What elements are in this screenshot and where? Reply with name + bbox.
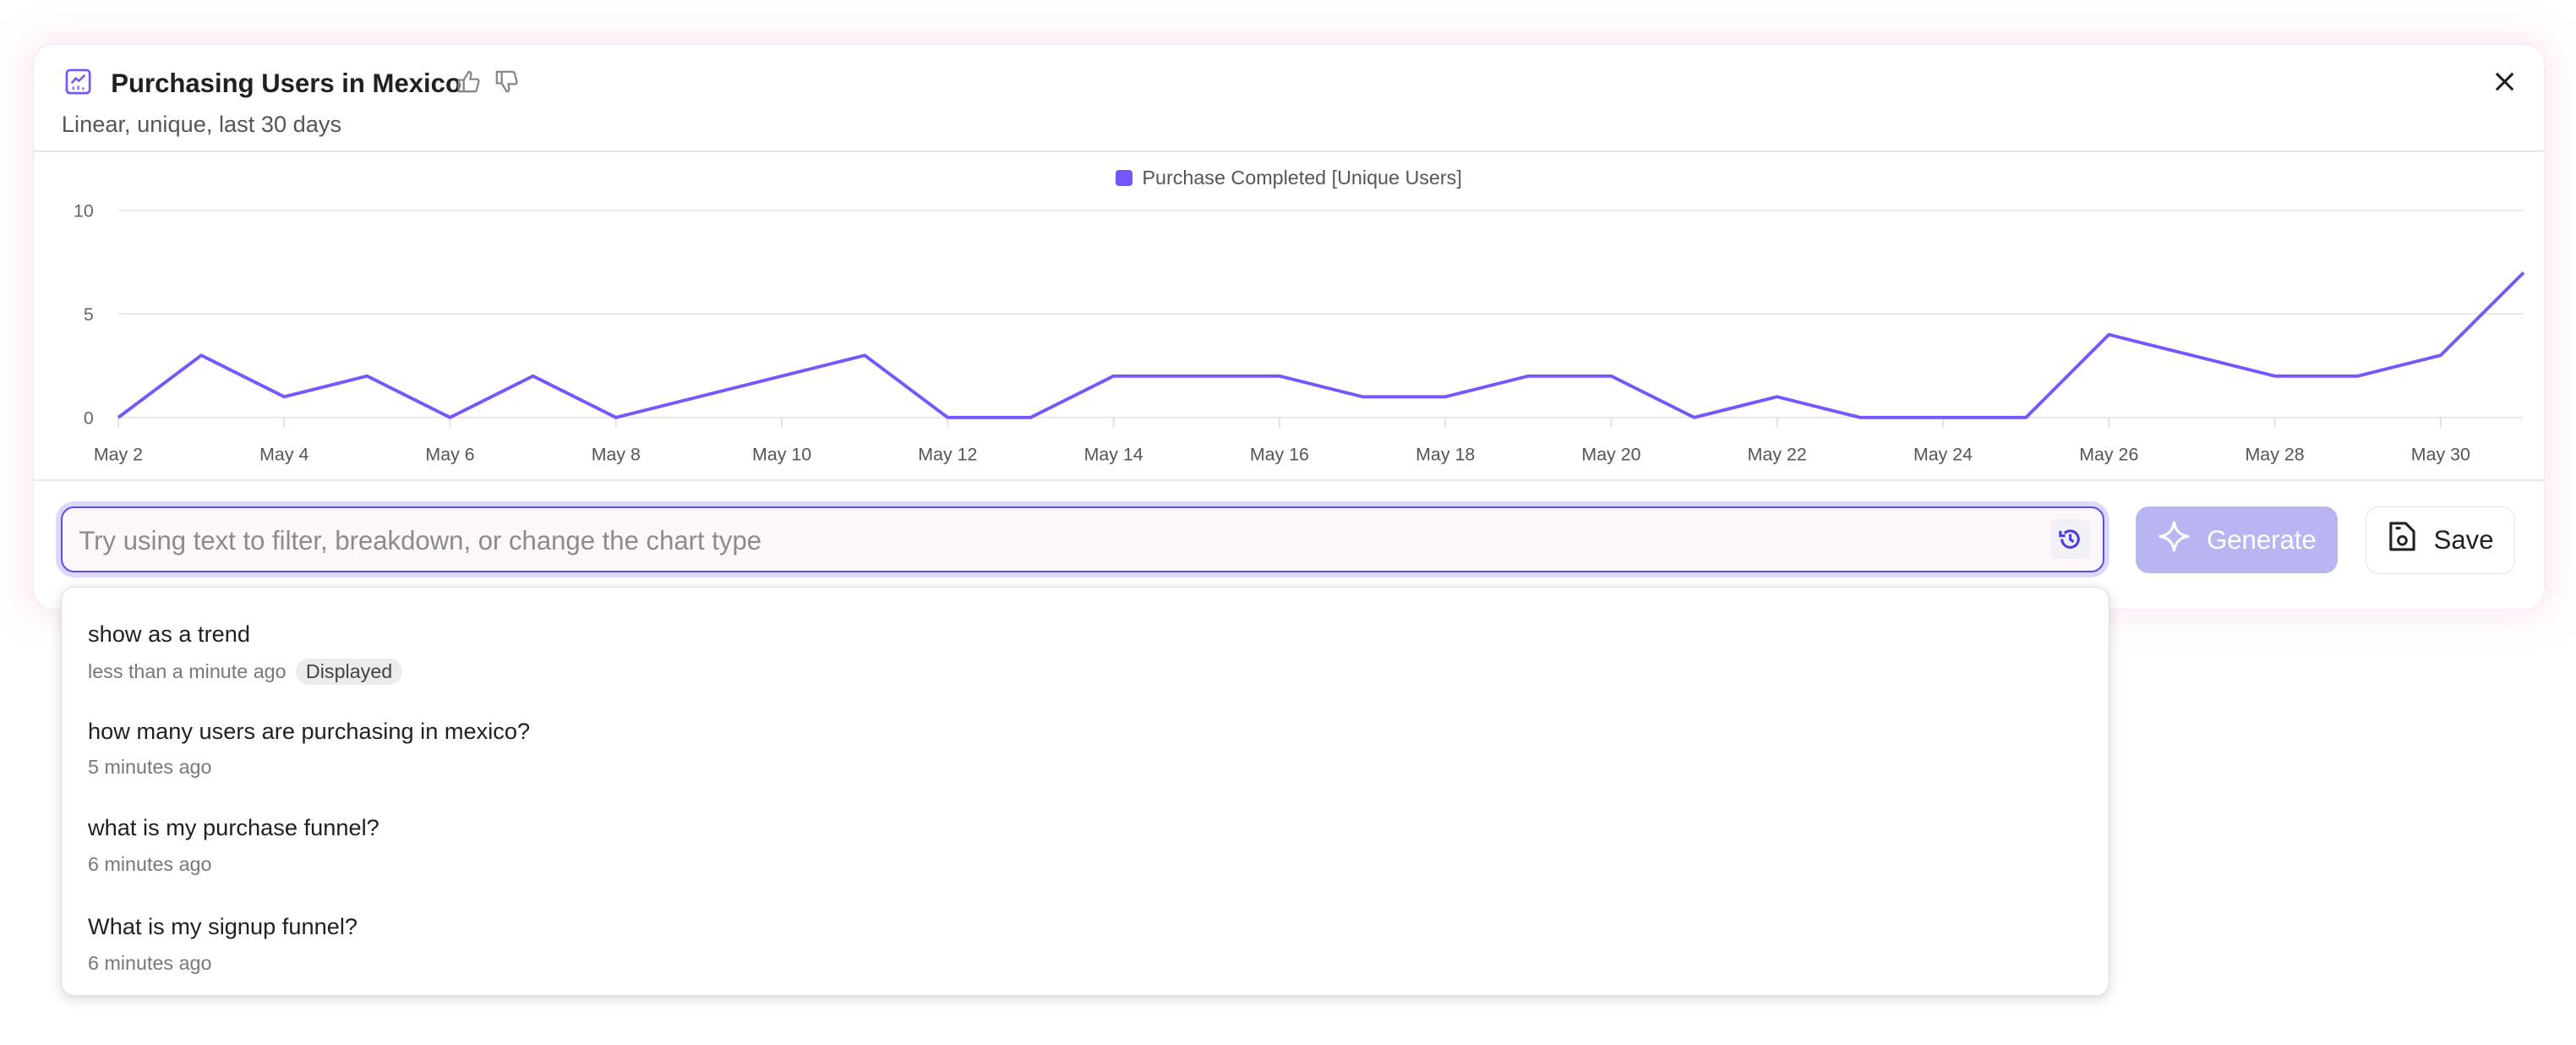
- x-tick-label: May 10: [752, 444, 811, 464]
- chart-divider: [33, 479, 2545, 481]
- history-query: What is my signup funnel?: [88, 912, 358, 939]
- save-icon: [2388, 520, 2417, 560]
- generate-button[interactable]: Generate: [2136, 506, 2339, 574]
- history-item[interactable]: What is my signup funnel? 6 minutes ago: [88, 913, 357, 975]
- history-query: what is my purchase funnel?: [88, 814, 379, 841]
- generate-label: Generate: [2207, 524, 2317, 555]
- displayed-badge: Displayed: [296, 659, 402, 686]
- prompt-input[interactable]: [75, 507, 2038, 574]
- prompt-field[interactable]: [60, 506, 2105, 574]
- x-tick-label: May 26: [2079, 444, 2138, 464]
- x-tick-label: May 12: [918, 444, 977, 464]
- history-query: how many users are purchasing in mexico?: [88, 717, 531, 744]
- line-chart: 0 5 10 May 2 May 4 May 6 May 8 May 10 May 12 May …: [74, 201, 2525, 464]
- header-divider: [33, 150, 2545, 152]
- history-dropdown: show as a trend less than a minute ago Di…: [60, 587, 2110, 997]
- history-query: show as a trend: [88, 620, 251, 647]
- history-time: 6 minutes ago: [88, 852, 212, 875]
- legend-swatch: [1116, 169, 1132, 187]
- history-item[interactable]: what is my purchase funnel? 6 minutes ag…: [88, 814, 379, 876]
- history-item[interactable]: show as a trend less than a minute ago Di…: [88, 620, 402, 686]
- y-tick-label: 0: [84, 408, 94, 429]
- x-tick-label: May 28: [2246, 444, 2305, 464]
- history-time: 5 minutes ago: [88, 756, 212, 779]
- history-time: 6 minutes ago: [88, 951, 212, 974]
- chart-legend[interactable]: Purchase Completed [Unique Users]: [34, 167, 2544, 189]
- history-item[interactable]: how many users are purchasing in mexico?…: [88, 718, 530, 780]
- thumbs-up-icon[interactable]: [456, 68, 482, 101]
- x-tick-label: May 6: [425, 444, 474, 464]
- y-tick-label: 5: [84, 304, 94, 325]
- x-tick-label: May 4: [259, 444, 308, 464]
- y-tick-label: 10: [74, 201, 94, 222]
- close-icon[interactable]: [2493, 70, 2516, 101]
- x-tick-label: May 20: [1581, 444, 1640, 464]
- legend-label: Purchase Completed [Unique Users]: [1142, 167, 1462, 189]
- history-icon[interactable]: [2050, 519, 2090, 559]
- save-button[interactable]: Save: [2366, 506, 2516, 574]
- report-title: Purchasing Users in Mexico: [111, 68, 461, 98]
- save-label: Save: [2433, 524, 2494, 555]
- x-tick-label: May 18: [1416, 444, 1475, 464]
- thumbs-down-icon[interactable]: [494, 68, 520, 101]
- x-tick-label: May 2: [94, 444, 143, 464]
- report-subtitle: Linear, unique, last 30 days: [61, 111, 342, 138]
- history-time: less than a minute ago: [88, 660, 287, 683]
- x-tick-label: May 14: [1084, 444, 1143, 464]
- x-tick-label: May 30: [2411, 444, 2470, 464]
- x-tick-label: May 8: [592, 444, 641, 464]
- line-chart-icon: [65, 68, 91, 101]
- x-tick-label: May 16: [1250, 444, 1309, 464]
- x-tick-label: May 22: [1748, 444, 1807, 464]
- series-line: [117, 271, 2525, 419]
- x-tick-label: May 24: [1913, 444, 1973, 464]
- sparkle-icon: [2158, 520, 2191, 560]
